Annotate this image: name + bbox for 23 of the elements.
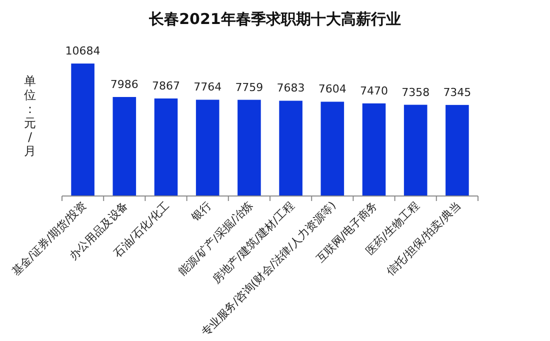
data-label: 7358 (402, 86, 430, 99)
bar (404, 104, 428, 196)
bar (279, 100, 302, 196)
bar (112, 96, 136, 196)
data-label: 7986 (110, 78, 138, 91)
bar (238, 100, 261, 196)
data-label: 7470 (360, 84, 388, 98)
data-label: 10684 (65, 44, 100, 58)
chart-title: 长春2021年春季求职期十大高薪行业 (148, 10, 401, 28)
x-tick-label: 银行 (188, 198, 214, 224)
data-label: 7759 (235, 80, 264, 94)
data-label: 7867 (152, 79, 180, 92)
data-label: 7604 (318, 82, 346, 96)
bar (446, 104, 469, 196)
data-label: 7345 (443, 86, 472, 99)
y-axis-title: 单位：元/月 (24, 74, 36, 158)
bar (154, 98, 178, 196)
bar (362, 103, 386, 196)
bar (196, 100, 220, 196)
bar (320, 102, 344, 196)
bar (71, 64, 94, 196)
data-label: 7683 (276, 82, 305, 95)
data-label: 7764 (194, 80, 222, 94)
